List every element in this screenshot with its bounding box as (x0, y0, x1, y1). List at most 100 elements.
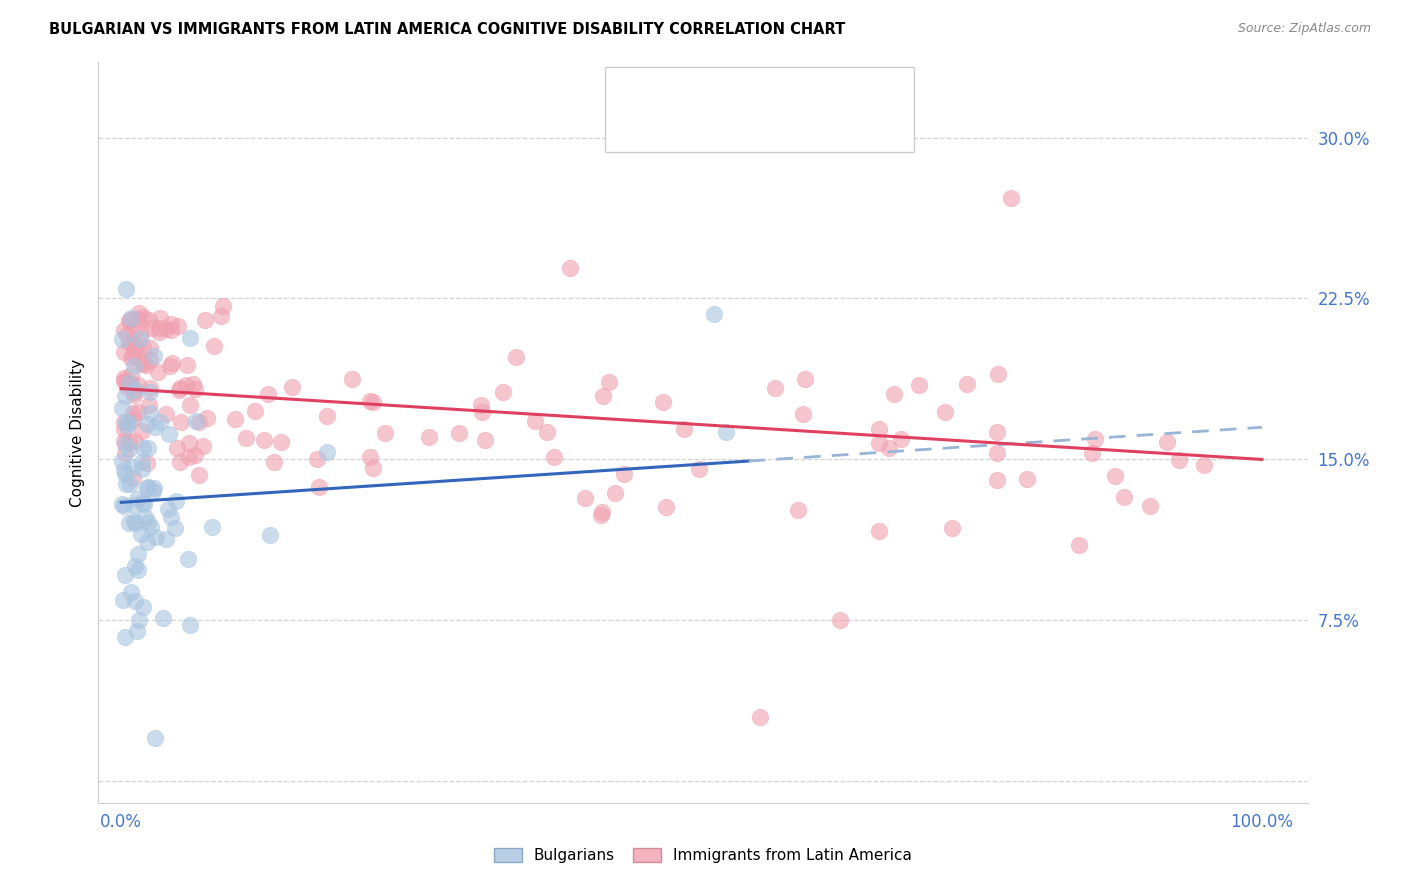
Point (1194, 458, 1216, 472)
Point (122, 498, 145, 512)
Point (235, 431, 257, 445)
Point (259, 527, 281, 541)
Point (138, 406, 160, 420)
Point (124, 516, 146, 530)
Point (112, 592, 135, 607)
Point (127, 378, 149, 392)
Point (591, 505, 613, 519)
Point (129, 326, 152, 341)
Point (131, 424, 153, 438)
Point (136, 417, 159, 431)
Point (138, 398, 160, 412)
Point (131, 462, 153, 476)
Point (187, 415, 209, 429)
Point (1139, 499, 1161, 513)
Point (125, 491, 148, 506)
Point (179, 398, 201, 412)
Point (1104, 469, 1126, 483)
Point (138, 384, 160, 399)
Point (263, 455, 285, 469)
Point (122, 515, 145, 529)
Point (117, 419, 139, 434)
Point (340, 372, 363, 386)
Point (167, 384, 190, 398)
Point (418, 430, 440, 444)
Point (505, 351, 527, 365)
Point (179, 436, 201, 450)
Point (471, 405, 494, 419)
Point (157, 427, 180, 442)
Point (111, 332, 134, 346)
Point (1000, 191, 1022, 205)
Point (179, 331, 201, 345)
Point (868, 422, 890, 436)
Point (986, 473, 1008, 487)
Point (934, 405, 956, 419)
Legend: Bulgarians, Immigrants from Latin America: Bulgarians, Immigrants from Latin Americ… (488, 841, 918, 869)
Point (132, 441, 155, 455)
Point (124, 434, 146, 448)
Point (1069, 538, 1091, 552)
Point (118, 314, 141, 328)
Point (603, 485, 626, 500)
Point (122, 460, 145, 475)
Point (132, 310, 155, 324)
Point (1084, 432, 1107, 446)
Point (315, 445, 337, 459)
Point (359, 450, 381, 464)
Point (136, 480, 159, 494)
Point (141, 321, 163, 335)
Point (114, 437, 136, 451)
Point (111, 454, 134, 468)
Point (316, 409, 339, 424)
Text: Source: ZipAtlas.com: Source: ZipAtlas.com (1237, 22, 1371, 36)
Point (146, 365, 169, 379)
Point (136, 456, 159, 470)
Point (112, 371, 135, 385)
Point (120, 310, 142, 325)
Point (114, 568, 136, 582)
Point (114, 467, 136, 482)
Text: 149: 149 (763, 119, 797, 133)
Point (177, 450, 200, 465)
Point (165, 493, 187, 508)
Point (281, 380, 304, 394)
Point (589, 508, 612, 522)
Point (128, 306, 150, 320)
Point (598, 375, 620, 389)
Point (120, 584, 142, 599)
Point (114, 445, 136, 459)
Point (117, 516, 139, 530)
Point (115, 380, 138, 394)
Point (986, 446, 1008, 460)
Text: N=: N= (741, 85, 772, 99)
Point (112, 323, 135, 337)
Point (111, 497, 134, 511)
Point (143, 420, 166, 434)
Point (613, 467, 636, 481)
Point (169, 382, 191, 396)
Point (183, 382, 205, 396)
Point (112, 415, 135, 429)
Point (118, 417, 141, 431)
Point (114, 630, 136, 644)
Point (112, 500, 135, 514)
Text: -0.391: -0.391 (688, 119, 745, 133)
Point (655, 500, 678, 515)
Point (132, 494, 155, 508)
Point (117, 434, 139, 449)
Point (148, 310, 170, 325)
Point (305, 451, 328, 466)
Point (149, 415, 172, 429)
Point (148, 325, 170, 339)
Point (127, 405, 149, 419)
Point (703, 306, 725, 320)
Point (127, 547, 149, 561)
Point (986, 425, 1008, 440)
Point (114, 282, 136, 296)
Point (714, 425, 737, 439)
Point (673, 422, 696, 436)
Point (187, 468, 209, 483)
Point (117, 328, 139, 343)
Point (688, 462, 710, 476)
